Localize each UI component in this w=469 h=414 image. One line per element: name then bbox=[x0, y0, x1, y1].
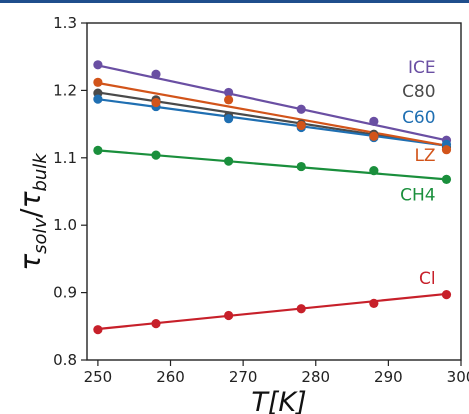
fit-line-c60 bbox=[97, 98, 447, 147]
point-cl bbox=[224, 310, 234, 321]
y-axis-title: τsolv/τbulk bbox=[14, 152, 51, 271]
x-axis-title: T[K] bbox=[251, 387, 306, 414]
fit-line-lz bbox=[97, 81, 447, 147]
point-c60 bbox=[93, 94, 103, 104]
fit-lines bbox=[97, 64, 447, 331]
point-cl bbox=[93, 325, 103, 335]
point-lz bbox=[224, 95, 234, 105]
point-cl bbox=[441, 290, 452, 300]
ticks: 250 260 270 280 290 300 0.8 0.9 1.0 1.1 1.2 1.3 bbox=[53, 14, 469, 386]
point-cl bbox=[296, 304, 306, 314]
y-tick-label: 0.8 bbox=[53, 351, 77, 369]
fit-line-cl bbox=[97, 292, 447, 331]
point-lz bbox=[441, 145, 452, 155]
fit-line-ch4 bbox=[97, 149, 447, 181]
y-tick-label: 0.9 bbox=[53, 284, 77, 302]
x-tick-label: 270 bbox=[229, 368, 258, 386]
fit-line-ice bbox=[97, 64, 447, 142]
y-axis-title-symbol2: τ bbox=[14, 191, 47, 208]
data-points bbox=[93, 60, 452, 335]
top-border-rule bbox=[0, 0, 469, 3]
y-axis-title-symbol: τ bbox=[14, 254, 47, 271]
point-ice bbox=[224, 87, 234, 98]
y-tick-label: 1.0 bbox=[53, 216, 77, 234]
y-tick-label: 1.1 bbox=[53, 149, 77, 167]
point-ice bbox=[369, 116, 379, 127]
point-ch4 bbox=[224, 156, 234, 166]
point-ch4 bbox=[151, 150, 161, 160]
y-tick-label: 1.2 bbox=[53, 81, 77, 99]
y-axis-title-sub2: bulk bbox=[30, 152, 51, 192]
x-tick-label: 300 bbox=[447, 368, 469, 386]
series-labels: ICE C80 C60 LZ CH4 Cl bbox=[400, 58, 435, 289]
point-lz bbox=[369, 131, 379, 141]
series-label-ch4: CH4 bbox=[400, 185, 435, 205]
point-cl bbox=[151, 319, 161, 329]
point-ch4 bbox=[441, 174, 452, 184]
point-ice bbox=[93, 60, 103, 70]
point-lz bbox=[296, 120, 306, 131]
x-tick-label: 250 bbox=[84, 368, 113, 386]
x-tick-label: 290 bbox=[374, 368, 403, 386]
series-label-c80: C80 bbox=[402, 82, 436, 102]
point-ch4 bbox=[93, 145, 103, 155]
point-ice bbox=[296, 104, 306, 114]
series-label-c60: C60 bbox=[402, 108, 436, 128]
point-ice bbox=[151, 69, 161, 79]
point-lz bbox=[151, 97, 161, 108]
y-tick-label: 1.3 bbox=[53, 14, 77, 32]
x-tick-label: 280 bbox=[301, 368, 330, 386]
point-ch4 bbox=[369, 166, 379, 176]
plot-frame bbox=[86, 22, 462, 361]
series-label-lz: LZ bbox=[414, 146, 435, 166]
axes bbox=[86, 22, 462, 361]
point-c60 bbox=[224, 114, 234, 124]
x-tick-label: 260 bbox=[156, 368, 185, 386]
y-axis-title-slash: / bbox=[14, 208, 47, 218]
series-label-cl: Cl bbox=[419, 269, 436, 289]
point-cl bbox=[369, 298, 379, 308]
point-lz bbox=[93, 77, 103, 87]
point-ch4 bbox=[296, 161, 306, 172]
series-label-ice: ICE bbox=[408, 58, 436, 78]
y-axis-title-sub1: solv bbox=[30, 217, 51, 253]
